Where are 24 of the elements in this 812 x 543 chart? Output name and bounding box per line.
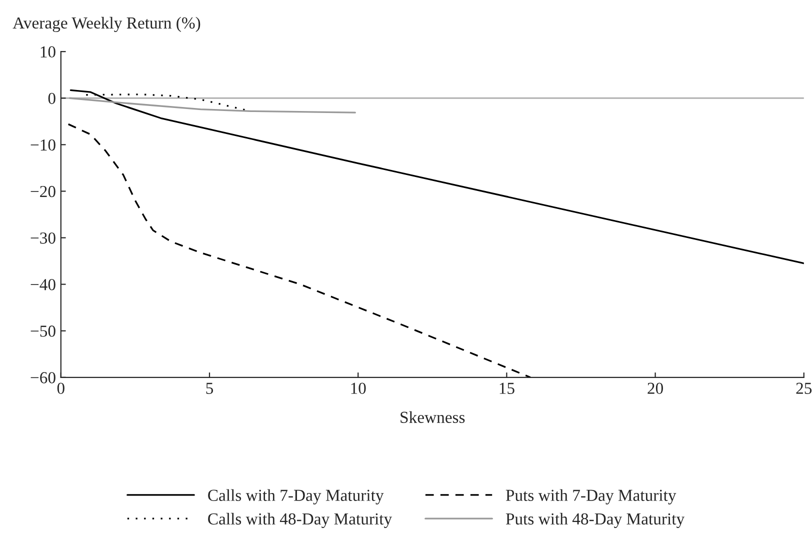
- legend-label: Puts with 48-Day Maturity: [506, 512, 685, 528]
- line-series: [70, 89, 804, 264]
- x-axis-title: Skewness: [400, 411, 465, 423]
- legend-label: Puts with 7-Day Maturity: [506, 489, 676, 504]
- line-series: [67, 123, 532, 378]
- y-axis-title: Average Weekly Return (%): [12, 16, 200, 32]
- x-tick-label: 20: [648, 382, 663, 394]
- y-tick-label: −40: [30, 279, 56, 290]
- line-series: [68, 97, 356, 114]
- legend-label: Calls with 48-Day Maturity: [208, 512, 392, 528]
- y-tick-label: −50: [30, 326, 56, 337]
- y-tick-label: −10: [30, 139, 56, 151]
- line-series: [85, 94, 248, 112]
- x-tick-label: 5: [206, 382, 214, 394]
- y-tick-label: −20: [30, 186, 56, 198]
- legend-label: Calls with 7-Day Maturity: [208, 489, 384, 504]
- x-tick-label: 15: [500, 382, 514, 394]
- x-tick-label: 0: [57, 382, 64, 394]
- x-tick-label: 10: [351, 382, 366, 394]
- y-tick-label: 0: [48, 92, 56, 104]
- x-tick-label: 25: [796, 382, 812, 394]
- y-tick-label: −60: [30, 372, 56, 384]
- y-tick-label: −30: [30, 232, 56, 244]
- y-tick-label: 10: [40, 46, 56, 58]
